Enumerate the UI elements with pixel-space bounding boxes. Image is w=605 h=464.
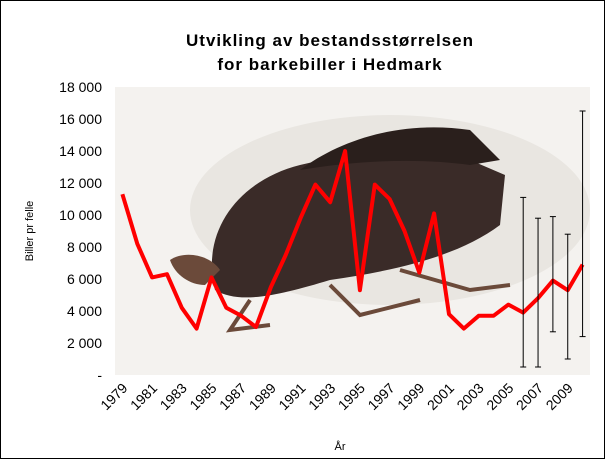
y-tick-label: - (97, 367, 102, 383)
y-tick-label: 18 000 (59, 79, 102, 95)
y-tick-label: 6 000 (67, 271, 102, 287)
y-tick-label: 2 000 (67, 335, 102, 351)
chart-subtitle: for barkebiller i Hedmark (217, 55, 442, 74)
y-tick-label: 8 000 (67, 239, 102, 255)
data-line (120, 149, 585, 331)
y-tick-label: 14 000 (59, 143, 102, 159)
y-tick-label: 16 000 (59, 111, 102, 127)
y-tick-label: 12 000 (59, 175, 102, 191)
x-axis-label: År (335, 440, 346, 453)
chart-title: Utvikling av bestandsstørrelsen (186, 31, 474, 50)
y-tick-label: 10 000 (59, 207, 102, 223)
y-axis-label: Biller pr felle (24, 201, 36, 262)
y-tick-label: 4 000 (67, 303, 102, 319)
